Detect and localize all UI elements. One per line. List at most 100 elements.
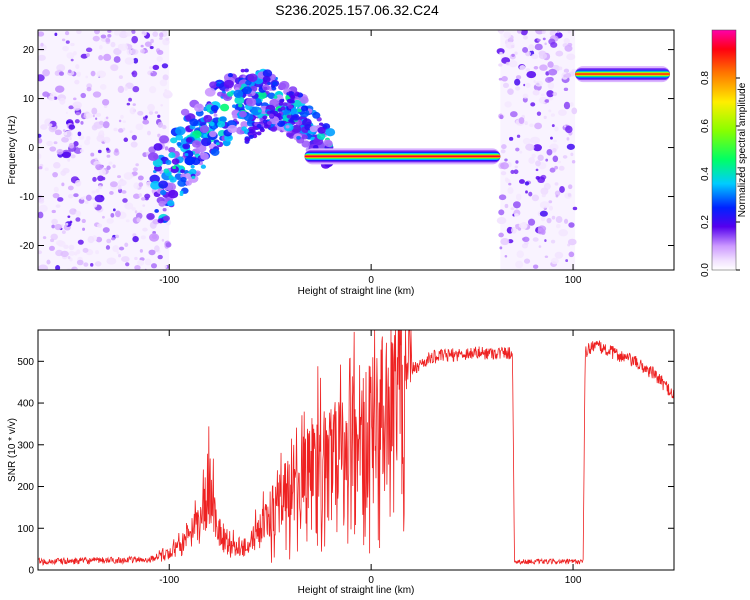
- ridge-band: [304, 155, 501, 158]
- scatter-blob: [168, 152, 176, 159]
- noise-blob: [563, 68, 570, 73]
- noise-blob: [533, 144, 542, 152]
- scatter-blob: [313, 145, 319, 150]
- x-tick-label: 0: [368, 575, 374, 586]
- noise-blob: [147, 103, 155, 112]
- scatter-blob: [257, 91, 267, 100]
- noise-blob: [38, 264, 49, 270]
- noise-blob: [80, 92, 87, 99]
- noise-blob: [76, 71, 81, 77]
- noise-blob: [552, 155, 559, 163]
- noise-blob: [65, 222, 69, 226]
- noise-blob: [117, 179, 127, 187]
- noise-blob: [138, 182, 144, 187]
- noise-blob: [131, 134, 137, 141]
- spectrogram-y-ticks: -20 -10 0 10 20: [20, 45, 674, 252]
- noise-blob: [115, 234, 120, 239]
- noise-blob: [67, 69, 72, 74]
- noise-blob: [112, 164, 116, 169]
- scatter-blob: [159, 135, 170, 144]
- streak-blob: [288, 105, 294, 110]
- noise-blob: [548, 68, 558, 76]
- noise-blob: [68, 124, 76, 130]
- noise-blob: [92, 202, 98, 208]
- scatter-blob: [291, 124, 302, 133]
- scatter-blob: [153, 143, 163, 151]
- noise-blob: [164, 90, 172, 96]
- noise-blob: [95, 250, 99, 255]
- noise-blob: [132, 103, 136, 107]
- noise-blob: [157, 121, 164, 128]
- noise-blob: [66, 52, 75, 59]
- scatter-blob: [219, 103, 230, 112]
- noise-blob: [510, 207, 515, 211]
- noise-blob: [496, 216, 507, 225]
- noise-blob: [62, 167, 70, 174]
- noise-blob: [68, 244, 75, 251]
- scatter-blob: [251, 106, 262, 116]
- noise-blob: [551, 215, 556, 220]
- noise-blob: [144, 258, 152, 266]
- noise-blob: [137, 110, 144, 116]
- noise-blob: [504, 254, 508, 258]
- noise-blob: [67, 256, 71, 260]
- noise-blob: [533, 80, 536, 83]
- noise-blob: [48, 95, 55, 101]
- noise-blob: [82, 247, 89, 253]
- noise-blob: [94, 261, 102, 267]
- scatter-blob: [200, 152, 209, 160]
- noise-blob: [525, 68, 531, 72]
- noise-blob: [150, 72, 154, 76]
- noise-blob: [554, 251, 564, 259]
- scatter-blob: [184, 156, 195, 166]
- noise-blob: [498, 30, 504, 34]
- streak-blob: [280, 106, 286, 111]
- scatter-blob: [291, 114, 300, 121]
- noise-blob: [544, 255, 549, 259]
- scatter-blob: [285, 125, 290, 129]
- scatter-blob: [149, 174, 160, 184]
- noise-blob: [81, 218, 86, 224]
- noise-blob: [52, 192, 60, 199]
- scatter-blob: [170, 137, 178, 144]
- scatter-blob: [227, 73, 233, 78]
- noise-blob: [125, 262, 130, 267]
- y-tick-label: -20: [20, 241, 35, 252]
- spectrogram-x-ticks: -100 0 100: [159, 30, 582, 286]
- noise-blob: [148, 110, 154, 115]
- noise-blob: [515, 260, 524, 269]
- scatter-blob: [203, 114, 213, 123]
- scatter-blob: [267, 92, 276, 99]
- noise-blob: [86, 52, 90, 57]
- noise-blob: [77, 131, 82, 137]
- noise-blob: [97, 223, 103, 228]
- noise-blob: [65, 111, 68, 115]
- noise-blob: [123, 137, 129, 142]
- noise-blob: [59, 97, 66, 105]
- noise-blob: [131, 35, 139, 44]
- spectrogram-x-axis-label: Height of straight line (km): [298, 286, 415, 297]
- noise-blob: [134, 210, 138, 214]
- noise-blob: [157, 114, 161, 118]
- noise-blob: [129, 130, 133, 134]
- noise-blob: [147, 130, 151, 136]
- noise-blob: [142, 227, 148, 232]
- figure-title: S236.2025.157.06.32.C24: [275, 2, 439, 18]
- scatter-blob: [152, 158, 163, 168]
- scatter-blob: [180, 169, 185, 174]
- noise-blob: [138, 193, 142, 197]
- noise-blob: [42, 91, 50, 98]
- noise-blob: [146, 213, 155, 220]
- noise-blob: [116, 251, 120, 255]
- scatter-blob: [165, 159, 172, 165]
- noise-blob: [75, 210, 82, 217]
- scatter-blob: [168, 146, 176, 153]
- noise-blob: [48, 125, 57, 133]
- noise-blob: [148, 66, 153, 70]
- noise-blob: [80, 53, 88, 59]
- scatter-blob: [226, 91, 234, 97]
- scatter-blob: [150, 180, 161, 190]
- streak-blob: [259, 126, 265, 131]
- streak-blob: [278, 101, 284, 106]
- noise-blob: [124, 86, 128, 91]
